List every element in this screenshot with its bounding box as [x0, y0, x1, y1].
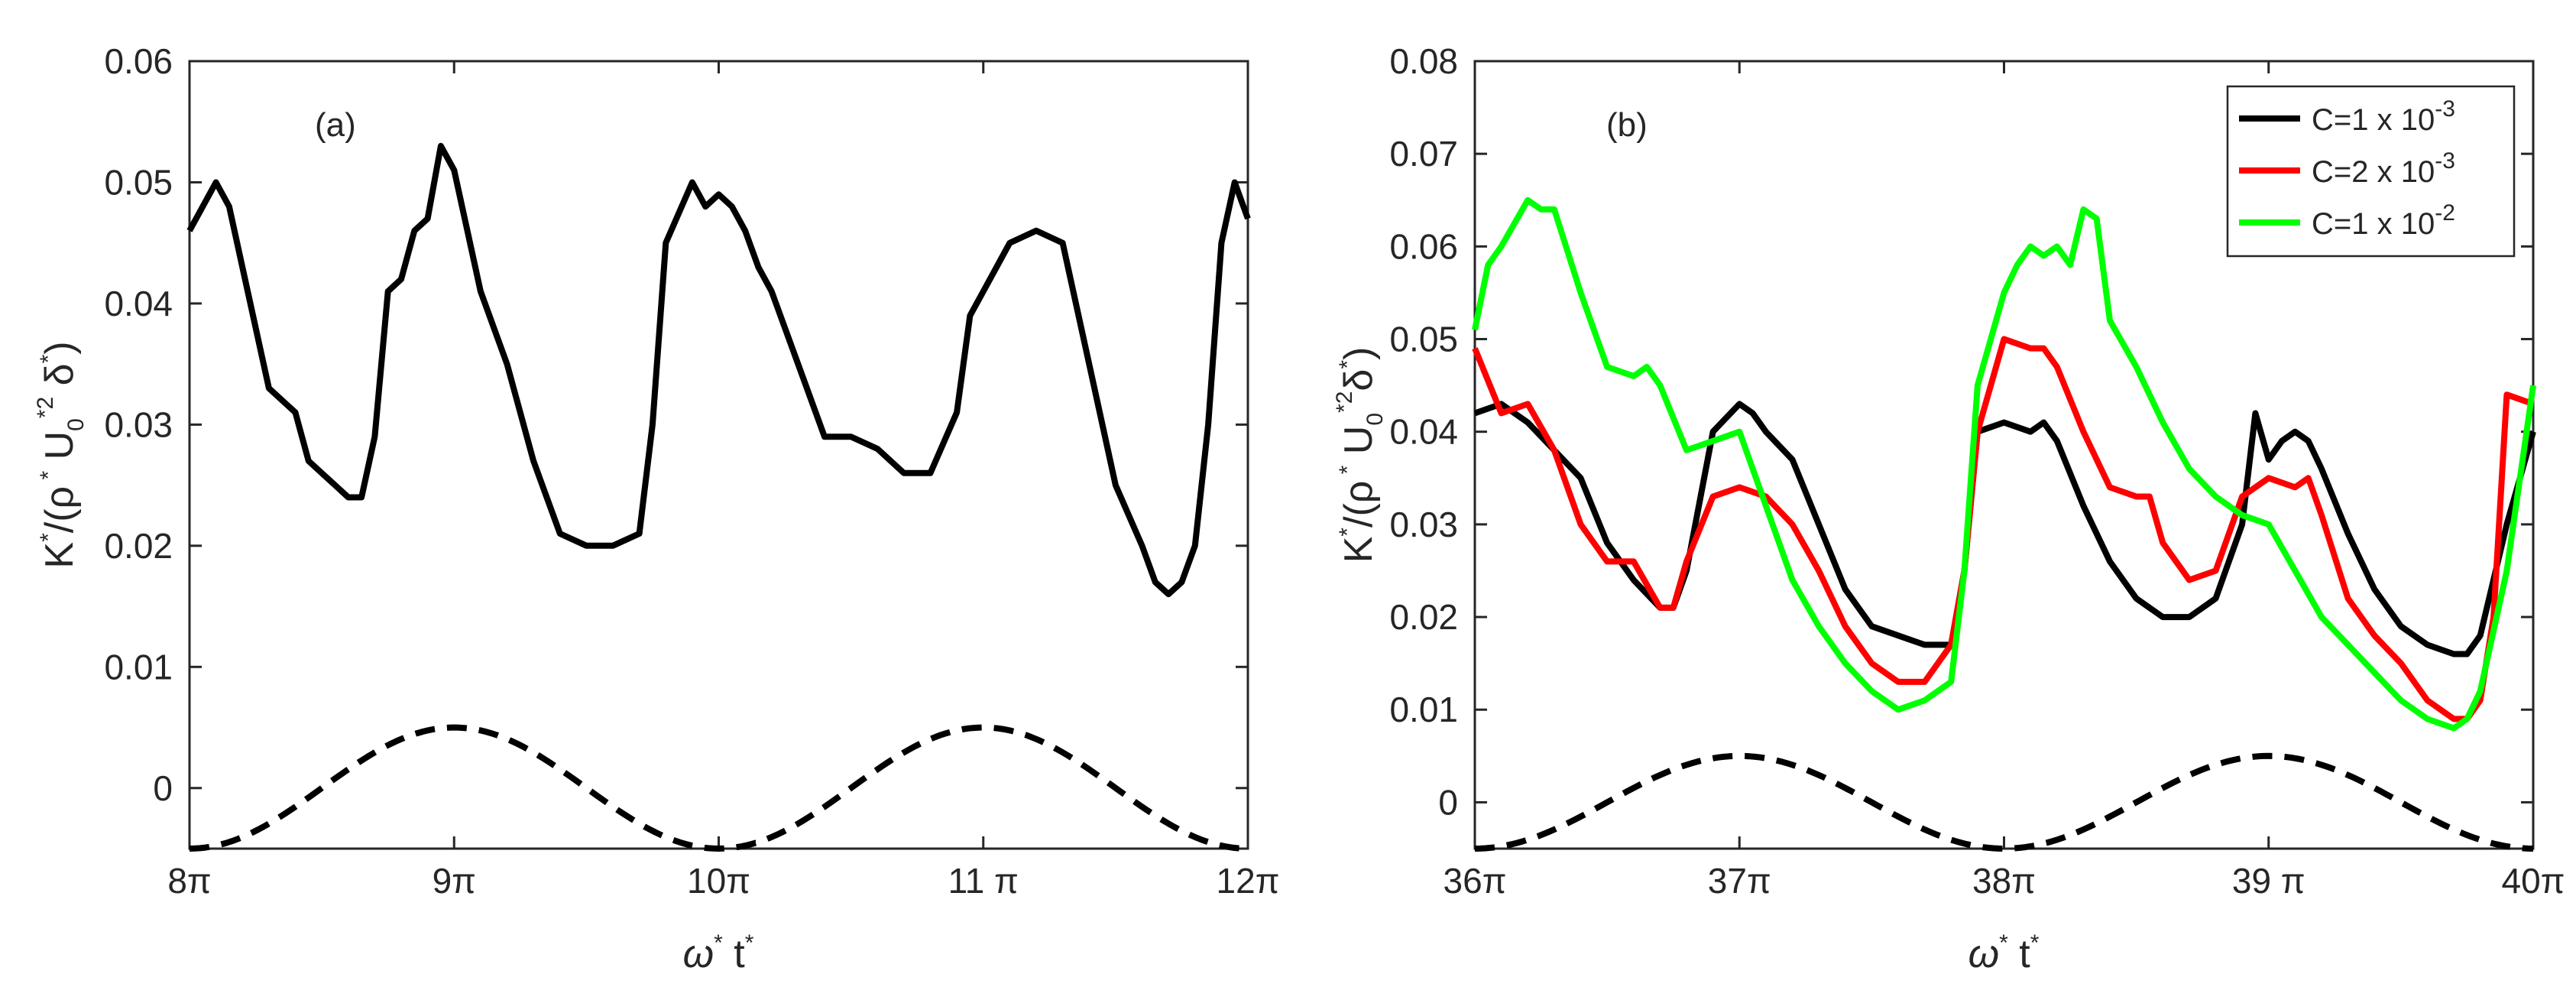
panel-a-xtick-label: 8π: [167, 861, 211, 901]
panel-b-ytick-label: 0.07: [1389, 134, 1458, 174]
panel-a-ytick-label: 0.03: [104, 404, 173, 444]
panel-b: 36π 37π 38π 39 π 40π 0 0.01 0.02 0.03 0.04 0.05 0.0…: [1332, 41, 2565, 976]
panel-a-xtick-label: 9π: [433, 861, 476, 901]
panel-b-ytick-label: 0.04: [1389, 412, 1458, 452]
panel-b-annotation: (b): [1606, 106, 1648, 144]
panel-a-xtick-label: 10π: [687, 861, 750, 901]
panel-a-ytick-label: 0.06: [104, 41, 173, 81]
panel-b-series: [1472, 196, 2536, 852]
panel-a-ytick-label: 0: [153, 768, 173, 808]
panel-b-ytick-label: 0.03: [1389, 505, 1458, 544]
panel-a-ytick-label: 0.04: [104, 284, 173, 323]
panel-a-series: [186, 142, 1251, 852]
panel-a-ytick-label: 0.05: [104, 162, 173, 202]
panel-b-xtick-label: 37π: [1708, 861, 1771, 901]
panel-a-series-line-0: [186, 142, 1251, 598]
panel-a-ticks: 8π 9π 10π 11 π 12π 0 0.01 0.02 0.03 0.04 0.05 0.06: [104, 41, 1279, 901]
panel-b-ytick-label: 0.05: [1389, 320, 1458, 359]
panel-b-series-forcing-dashed-line: [1474, 752, 2534, 852]
panel-b-xlabel: ω* t*: [1968, 930, 2040, 976]
panel-a-series-forcing-dashed-line: [189, 724, 1249, 852]
panel-a-ylabel: K*/(ρ * U0*2 δ*): [33, 341, 89, 568]
panel-b-series-line-1: [1472, 336, 2535, 722]
panel-b-series-line-2: [1472, 196, 2536, 732]
panel-a-axes-box: [188, 60, 1249, 850]
panel-b-ytick-label: 0.01: [1389, 690, 1458, 729]
panel-a-annotation: (a): [315, 106, 356, 144]
panel-a-ytick-label: 0.01: [104, 647, 173, 687]
panel-b-xtick-label: 40π: [2502, 861, 2565, 901]
panel-a: 8π 9π 10π 11 π 12π00.010.020.030.040.050.06 …: [33, 41, 1279, 976]
panel-a-xtick-label: 12π: [1217, 861, 1280, 901]
legend-label-c2e-3: C=2 x 10-3: [2312, 148, 2455, 189]
legend-label-c1e-3: C=1 x 10-3: [2312, 96, 2455, 137]
panel-b-ytick-label: 0.02: [1389, 597, 1458, 637]
panel-b-ytick-label: 0.06: [1389, 226, 1458, 266]
panel-b-ylabel: K*/(ρ * U0*2δ*): [1332, 347, 1388, 563]
legend-label-c1e-2: C=1 x 10-2: [2312, 200, 2455, 241]
panel-b-xtick-label: 36π: [1444, 861, 1507, 901]
panel-a-ytick-label: 0.02: [104, 526, 173, 566]
panel-b-ytick-label: 0.08: [1389, 41, 1458, 81]
panel-b-legend: C=1 x 10-3 C=2 x 10-3 C=1 x 10-2: [2226, 85, 2516, 258]
panel-b-xtick-label: 39 π: [2232, 861, 2305, 901]
panel-a-xlabel: ω* t*: [683, 930, 754, 976]
panel-b-ytick-label: 0: [1438, 782, 1458, 822]
panel-a-xtick-label: 11 π: [948, 861, 1019, 901]
panel-b-xtick-label: 38π: [1972, 861, 2036, 901]
